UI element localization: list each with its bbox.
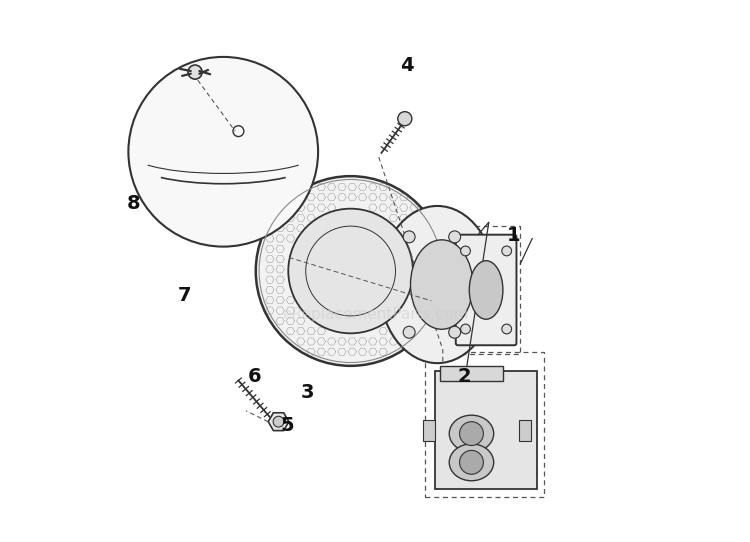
Circle shape bbox=[273, 416, 284, 427]
Circle shape bbox=[256, 176, 446, 366]
Text: 4: 4 bbox=[400, 55, 413, 75]
Circle shape bbox=[502, 324, 512, 334]
Circle shape bbox=[398, 112, 412, 126]
Circle shape bbox=[288, 209, 413, 333]
Circle shape bbox=[502, 246, 512, 256]
Bar bbox=[423, 420, 435, 441]
Text: 8: 8 bbox=[127, 193, 140, 213]
Bar bbox=[440, 366, 503, 381]
Ellipse shape bbox=[410, 240, 472, 330]
Bar bbox=[519, 420, 530, 441]
Ellipse shape bbox=[449, 444, 494, 481]
FancyBboxPatch shape bbox=[456, 235, 517, 345]
Circle shape bbox=[460, 422, 484, 446]
Circle shape bbox=[404, 231, 415, 243]
Circle shape bbox=[460, 246, 470, 256]
Text: 7: 7 bbox=[178, 286, 191, 305]
Bar bbox=[452, 226, 520, 354]
Ellipse shape bbox=[379, 206, 496, 363]
Circle shape bbox=[128, 57, 318, 247]
Text: 5: 5 bbox=[280, 416, 294, 435]
Circle shape bbox=[460, 450, 484, 474]
Bar bbox=[434, 371, 536, 489]
Circle shape bbox=[188, 65, 202, 79]
Ellipse shape bbox=[449, 415, 494, 452]
Circle shape bbox=[448, 326, 460, 338]
Polygon shape bbox=[268, 413, 289, 430]
Text: 3: 3 bbox=[301, 383, 314, 403]
Circle shape bbox=[448, 231, 460, 243]
Text: 1: 1 bbox=[506, 226, 520, 246]
Circle shape bbox=[404, 326, 415, 338]
Ellipse shape bbox=[470, 261, 503, 319]
Text: 6: 6 bbox=[248, 367, 262, 386]
Bar bbox=[425, 352, 544, 497]
Text: eReplacementParts.com: eReplacementParts.com bbox=[282, 307, 468, 322]
Circle shape bbox=[460, 324, 470, 334]
Text: 2: 2 bbox=[458, 367, 471, 386]
